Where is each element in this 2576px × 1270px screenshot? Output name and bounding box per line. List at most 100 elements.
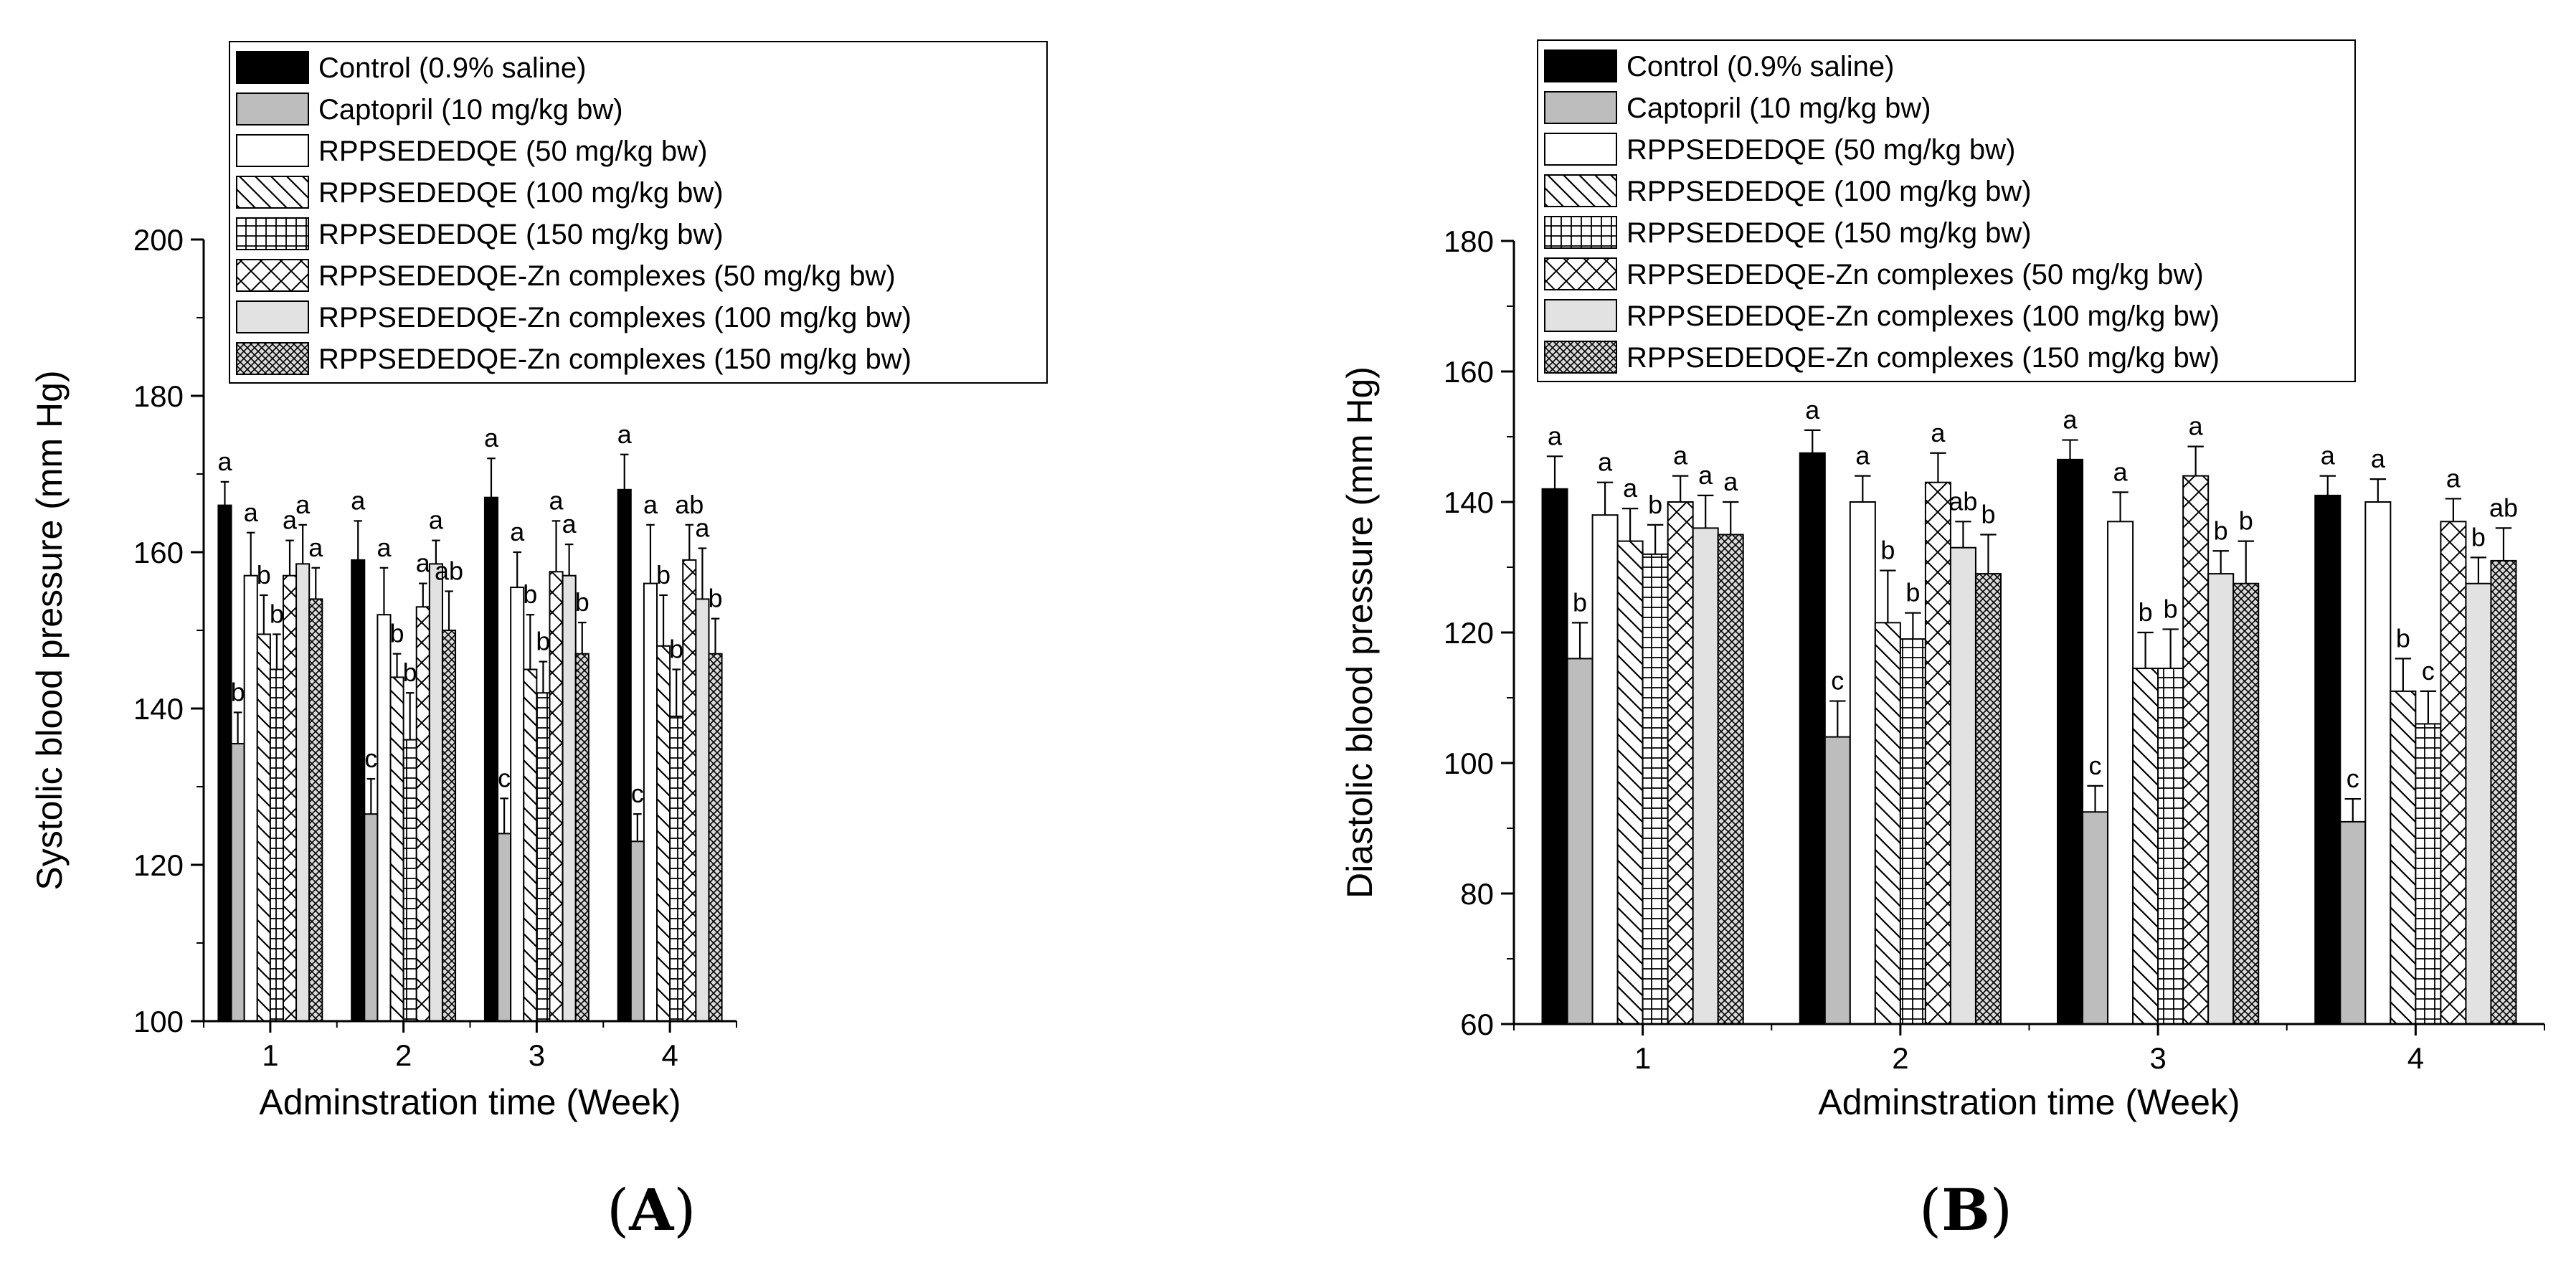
bar: [389, 676, 404, 1023]
x-axis-label: Adminstration time (Week): [1818, 1082, 2240, 1122]
significance-label: a: [416, 549, 431, 578]
legend-swatch: [1544, 341, 1617, 374]
significance-label: b: [2396, 623, 2410, 653]
bar: [1591, 514, 1619, 1025]
bar: [1899, 638, 1926, 1025]
legend-label: RPPSEDEDQE (100 mg/kg bw): [1626, 176, 2032, 207]
bar: [415, 606, 430, 1022]
bar: [1799, 452, 1826, 1025]
bar: [2364, 501, 2392, 1025]
bar: [2465, 582, 2492, 1025]
legend-box: [1537, 39, 2356, 382]
significance-label: b: [390, 619, 404, 648]
significance-label: a: [510, 517, 525, 546]
bar: [269, 668, 284, 1022]
significance-label: b: [2164, 594, 2178, 623]
y-axis-label: Systolic blood pressure (mm Hg): [29, 370, 70, 890]
panel-label-b: (B): [1919, 1176, 2012, 1243]
bar: [428, 563, 443, 1022]
significance-label: b: [536, 627, 550, 656]
significance-label: c: [2347, 764, 2359, 793]
significance-label: b: [575, 587, 589, 617]
legend-swatch: [1544, 49, 1617, 82]
significance-label: a: [1723, 467, 1738, 496]
bar: [1824, 736, 1851, 1025]
significance-label: b: [231, 677, 245, 706]
bar: [1949, 546, 1976, 1025]
significance-label: a: [1698, 460, 1713, 490]
bar: [2390, 690, 2417, 1025]
legend-swatch: [236, 176, 309, 209]
bar: [497, 833, 512, 1023]
significance-label: b: [2214, 516, 2228, 545]
legend-label: Control (0.9% saline): [318, 52, 587, 84]
legend-label: RPPSEDEDQE-Zn complexes (50 mg/kg bw): [1626, 259, 2204, 290]
panel-label-a-close: ): [673, 1177, 696, 1243]
legend-swatch: [1544, 216, 1617, 249]
bar: [1667, 501, 1694, 1025]
legend-swatch: [236, 342, 309, 375]
bar: [377, 614, 392, 1022]
significance-label: ab: [435, 556, 463, 586]
significance-label: b: [2139, 597, 2153, 627]
significance-label: a: [2371, 444, 2386, 473]
significance-label: a: [295, 490, 311, 519]
legend-label: Captopril (10 mg/kg bw): [1626, 93, 1931, 124]
legend-swatch: [1544, 174, 1617, 207]
bar: [1874, 622, 1901, 1025]
significance-label: a: [377, 533, 392, 562]
significance-label: a: [2189, 412, 2204, 441]
bar: [2157, 668, 2184, 1025]
legend-label: Captopril (10 mg/kg bw): [318, 94, 623, 125]
x-tick-label: 4: [661, 1038, 678, 1072]
y-tick-label: 100: [1444, 747, 1494, 780]
bar: [562, 574, 577, 1022]
legend-swatch: [236, 93, 309, 125]
bar: [1924, 481, 1951, 1025]
x-axis-label: Adminstration time (Week): [259, 1082, 681, 1122]
significance-label: ab: [1948, 486, 1977, 516]
legend-swatch: [1544, 257, 1617, 290]
legend-swatch: [1544, 299, 1617, 332]
significance-label: b: [2239, 506, 2253, 536]
bar: [217, 504, 232, 1022]
bar: [617, 488, 632, 1022]
significance-label: c: [498, 763, 511, 792]
x-tick-label: 2: [1892, 1041, 1908, 1075]
significance-label: c: [631, 779, 644, 808]
x-tick-label: 1: [262, 1038, 278, 1072]
y-tick-label: 200: [133, 223, 184, 257]
bar: [230, 743, 245, 1023]
legend-label: RPPSEDEDQE-Zn complexes (150 mg/kg bw): [318, 343, 911, 375]
significance-label: b: [1905, 578, 1920, 607]
bar: [510, 587, 525, 1022]
bar: [1566, 658, 1594, 1025]
bar: [1642, 553, 1669, 1025]
legend-swatch: [236, 300, 309, 333]
x-tick-label: 2: [395, 1038, 412, 1072]
bar: [282, 574, 298, 1022]
legend-label: RPPSEDEDQE (150 mg/kg bw): [318, 219, 724, 250]
bar: [243, 574, 258, 1022]
bar: [2314, 494, 2341, 1025]
significance-label: a: [2446, 463, 2461, 493]
significance-label: ab: [675, 490, 704, 519]
bar: [308, 598, 323, 1022]
x-tick-label: 4: [2407, 1041, 2424, 1075]
bar: [256, 633, 271, 1022]
bar: [643, 582, 658, 1022]
significance-label: a: [429, 506, 444, 535]
bar: [2182, 475, 2210, 1025]
bar: [295, 563, 311, 1022]
significance-label: c: [2089, 751, 2102, 780]
significance-label: b: [656, 560, 671, 589]
significance-label: a: [1623, 473, 1638, 503]
significance-label: a: [1598, 447, 1613, 477]
significance-label: a: [1548, 421, 1563, 450]
significance-label: b: [2471, 522, 2486, 551]
bar: [2057, 458, 2084, 1025]
significance-label: a: [351, 485, 366, 515]
bar: [364, 813, 379, 1023]
